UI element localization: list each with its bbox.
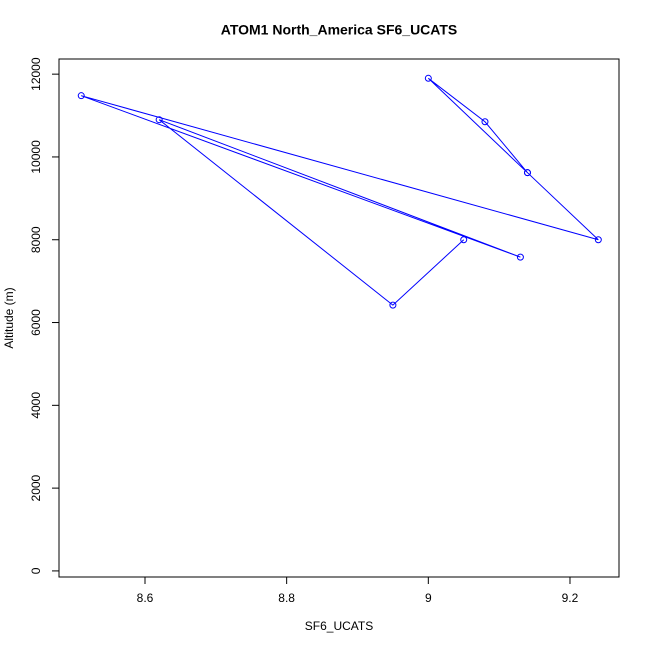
y-tick-label: 2000	[29, 474, 43, 501]
data-point	[516, 253, 524, 261]
x-tick-label: 8.8	[278, 591, 295, 605]
data-point	[424, 74, 432, 82]
y-tick-label: 6000	[29, 309, 43, 336]
y-tick-label: 12000	[29, 57, 43, 91]
y-tick-label: 10000	[29, 140, 43, 174]
x-tick-label: 9	[425, 591, 432, 605]
data-line	[81, 77, 599, 306]
y-axis-label: Altitude (m)	[2, 287, 16, 348]
chart-title: ATOM1 North_America SF6_UCATS	[221, 22, 458, 38]
data-point	[523, 169, 531, 177]
y-tick-label: 8000	[29, 226, 43, 253]
y-tick-label: 4000	[29, 392, 43, 419]
plot-frame	[58, 58, 620, 578]
x-axis-label: SF6_UCATS	[305, 619, 373, 633]
data-point	[389, 301, 397, 309]
y-tick-label: 0	[29, 567, 43, 574]
x-tick-label: 8.6	[137, 591, 154, 605]
data-point	[460, 236, 468, 244]
data-point	[594, 236, 602, 244]
x-tick-label: 9.2	[562, 591, 579, 605]
data-point	[77, 92, 85, 100]
data-point	[155, 116, 163, 124]
data-point	[481, 118, 489, 126]
